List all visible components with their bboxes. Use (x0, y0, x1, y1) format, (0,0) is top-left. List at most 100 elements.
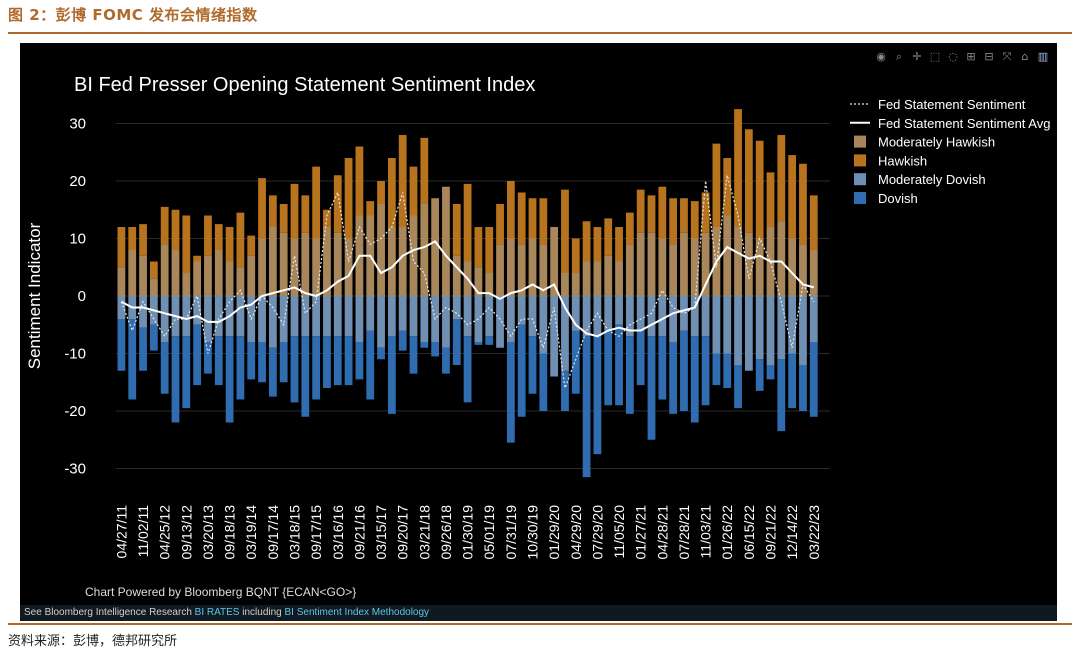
dovish-bar (582, 336, 591, 478)
sentiment-chart[interactable]: BI Fed Presser Opening Statement Sentime… (20, 43, 1057, 603)
dovish-bar (149, 324, 158, 351)
x-tick-label: 07/31/19 (503, 505, 519, 560)
camera-icon[interactable]: ◉ (876, 50, 886, 63)
dovish-bar (398, 330, 407, 351)
legend-entry: Moderately Dovish (878, 172, 986, 187)
moderately-hawkish-bar (431, 198, 440, 296)
hawkish-bar (139, 224, 147, 256)
x-tick-label: 11/02/11 (135, 505, 151, 558)
moderately-dovish-bar (777, 296, 786, 360)
lasso-icon[interactable]: ◌ (948, 50, 958, 63)
hawkish-bar (258, 178, 266, 239)
dovish-bar (193, 324, 202, 386)
hawkish-bar (744, 129, 753, 233)
y-tick-label: 0 (78, 288, 86, 305)
dovish-bar (506, 342, 515, 443)
legend-swatch (854, 192, 866, 204)
x-tick-label: 03/16/16 (330, 505, 346, 560)
moderately-dovish-bar (788, 296, 797, 354)
dovish-bar (701, 336, 710, 406)
plotly-logo-icon[interactable]: ▥ (1037, 50, 1049, 63)
hawkish-bar (809, 195, 818, 250)
moderately-dovish-bar (398, 296, 407, 331)
moderately-dovish-bar (712, 296, 721, 354)
x-tick-label: 03/21/18 (416, 505, 432, 560)
moderately-dovish-bar (766, 296, 775, 365)
hawkish-bar (593, 227, 602, 262)
moderately-hawkish-bar (139, 255, 147, 296)
x-tick-label: 09/21/16 (351, 505, 367, 560)
bi-sentiment-methodology-link[interactable]: BI Sentiment Index Methodology (284, 607, 430, 618)
moderately-dovish-bar (344, 296, 353, 337)
moderately-hawkish-bar (561, 273, 569, 296)
hawkish-bar (333, 175, 342, 233)
moderately-dovish-bar (312, 296, 321, 337)
hawkish-bar (366, 201, 375, 216)
dovish-bar (344, 336, 353, 386)
dovish-bar (809, 342, 818, 417)
hawkish-bar (398, 135, 407, 227)
hawkish-bar (171, 209, 180, 250)
zoom-in-icon[interactable]: ⊞ (966, 50, 976, 63)
hawkish-bar (799, 163, 807, 245)
legend-entry: Moderately Hawkish (878, 135, 995, 150)
hawkish-bar (214, 224, 223, 250)
legend-swatch (854, 173, 866, 186)
zoom-out-icon[interactable]: ⊟ (984, 50, 994, 63)
source-bar: See Bloomberg Intelligence Research BI R… (20, 605, 1057, 621)
moderately-dovish-bar (593, 296, 602, 337)
box-select-icon[interactable]: ⬚ (929, 50, 941, 63)
legend-swatch (854, 154, 866, 167)
y-tick-label: -20 (64, 403, 86, 420)
x-tick-label: 09/18/13 (222, 505, 238, 560)
moderately-dovish-bar (723, 296, 732, 354)
moderately-dovish-bar (236, 296, 245, 337)
dovish-bar (442, 347, 450, 374)
dovish-bar (680, 330, 688, 411)
y-tick-label: -30 (64, 461, 86, 478)
moderately-hawkish-bar (279, 232, 288, 296)
caption-rule (8, 32, 1072, 34)
dovish-bar (528, 336, 537, 394)
x-tick-label: 01/30/19 (460, 505, 476, 560)
moderately-dovish-bar (214, 296, 223, 337)
hawkish-bar (160, 206, 169, 245)
dovish-bar (377, 347, 385, 360)
moderately-dovish-bar (701, 296, 710, 337)
autoscale-icon[interactable]: ⤧ (1002, 50, 1012, 63)
moderately-hawkish-bar (582, 261, 591, 296)
footer-rule (8, 623, 1072, 625)
dovish-bar (658, 336, 667, 400)
legend-entry: Fed Statement Sentiment (878, 97, 1026, 112)
bi-rates-link[interactable]: BI RATES (194, 607, 240, 618)
dovish-bar (290, 336, 299, 403)
x-tick-label: 09/17/15 (308, 505, 324, 560)
hawkish-bar (128, 227, 137, 250)
zoom-icon[interactable]: ⌕ (895, 50, 903, 63)
x-tick-label: 06/15/22 (741, 505, 757, 560)
x-tick-label: 04/25/12 (157, 505, 173, 560)
moderately-hawkish-bar (755, 238, 764, 296)
dovish-bar (355, 342, 364, 380)
hawkish-bar (777, 135, 786, 222)
moderately-dovish-bar (625, 296, 634, 337)
home-icon[interactable]: ⌂ (1021, 50, 1029, 63)
x-tick-label: 03/20/13 (200, 505, 216, 560)
hawkish-bar (149, 261, 158, 279)
legend-entry: Hawkish (878, 153, 927, 168)
moderately-hawkish-bar (604, 255, 613, 296)
moderately-hawkish-bar (268, 227, 277, 296)
dovish-bar (474, 342, 483, 345)
hawkish-bar (409, 166, 418, 216)
hawkish-bar (117, 227, 126, 268)
dovish-bar (615, 324, 623, 406)
y-tick-label: -10 (64, 346, 86, 363)
dovish-bar (301, 336, 310, 417)
pan-icon[interactable]: ✛ (912, 50, 922, 63)
y-tick-label: 10 (69, 231, 86, 248)
moderately-hawkish-bar (571, 273, 580, 296)
moderately-dovish-bar (409, 296, 418, 337)
moderately-dovish-bar (182, 296, 191, 337)
hawkish-bar (377, 181, 385, 204)
moderately-dovish-bar (658, 296, 667, 337)
